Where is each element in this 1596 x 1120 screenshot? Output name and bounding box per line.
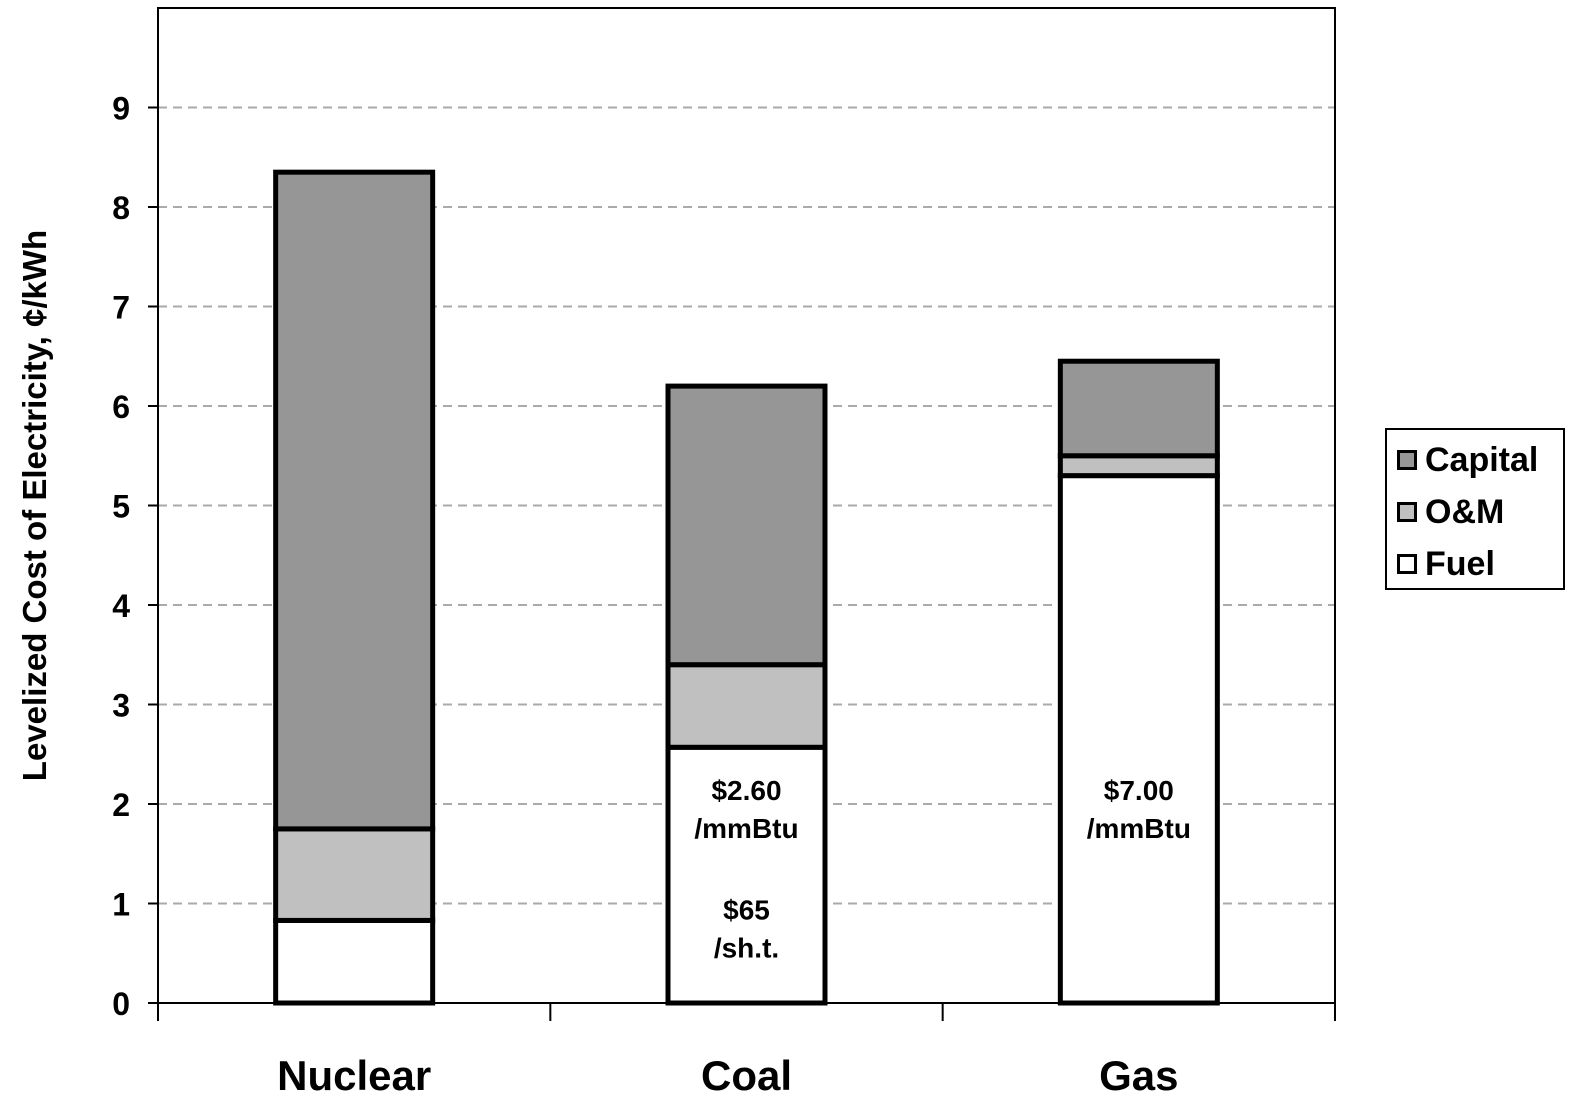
legend-swatch-om	[1397, 502, 1417, 522]
y-tick-label: 1	[112, 887, 130, 923]
bar-coal-om	[665, 662, 828, 750]
legend-label-om: O&M	[1425, 492, 1505, 531]
bar-annotation: /mmBtu	[694, 813, 798, 844]
y-tick-label: 0	[112, 986, 130, 1022]
y-tick-label: 2	[112, 787, 130, 823]
bar-annotation: /sh.t.	[714, 932, 779, 963]
y-tick-label: 9	[112, 91, 130, 127]
bar-gas-fuel	[1057, 473, 1220, 1006]
legend: Capital O&M Fuel	[1385, 428, 1565, 590]
bar-nuclear-fuel	[273, 917, 436, 1006]
bar-coal-capital	[665, 383, 828, 668]
bar-gas-capital	[1057, 358, 1220, 459]
y-tick-label: 4	[112, 588, 130, 624]
x-tick-label: Nuclear	[277, 1052, 431, 1099]
bar-annotation: $65	[723, 894, 770, 925]
y-tick-label: 6	[112, 389, 130, 425]
y-tick-label: 7	[112, 290, 130, 326]
x-tick-label: Coal	[701, 1052, 792, 1099]
legend-item-fuel: Fuel	[1397, 544, 1495, 584]
bar-annotation: /mmBtu	[1087, 813, 1191, 844]
x-tick-label: Gas	[1099, 1052, 1178, 1099]
legend-label-capital: Capital	[1425, 440, 1539, 479]
legend-item-capital: Capital	[1397, 440, 1538, 480]
axes-layer	[148, 7, 1336, 1021]
bar-annotation: $7.00	[1104, 775, 1174, 806]
y-tick-label: 3	[112, 688, 130, 724]
bars-layer	[273, 169, 1220, 1006]
bar-gas-om	[1057, 453, 1220, 479]
legend-label-fuel: Fuel	[1425, 544, 1495, 583]
legend-item-om: O&M	[1397, 492, 1504, 532]
bar-nuclear-om	[273, 826, 436, 923]
y-tick-label: 5	[112, 489, 130, 525]
y-axis-label: Levelized Cost of Electricity, ¢/kWh	[16, 230, 53, 781]
labels-layer: 0 1 2 3 4 5 6 7 8 9 Nuclear Coal Gas $2.60/mmBtu $65/s…	[16, 91, 1191, 1100]
legend-swatch-fuel	[1397, 554, 1417, 574]
bar-nuclear-capital	[273, 169, 436, 832]
legend-swatch-capital	[1397, 450, 1417, 470]
bar-annotation: $2.60	[711, 775, 781, 806]
y-tick-label: 8	[112, 190, 130, 226]
